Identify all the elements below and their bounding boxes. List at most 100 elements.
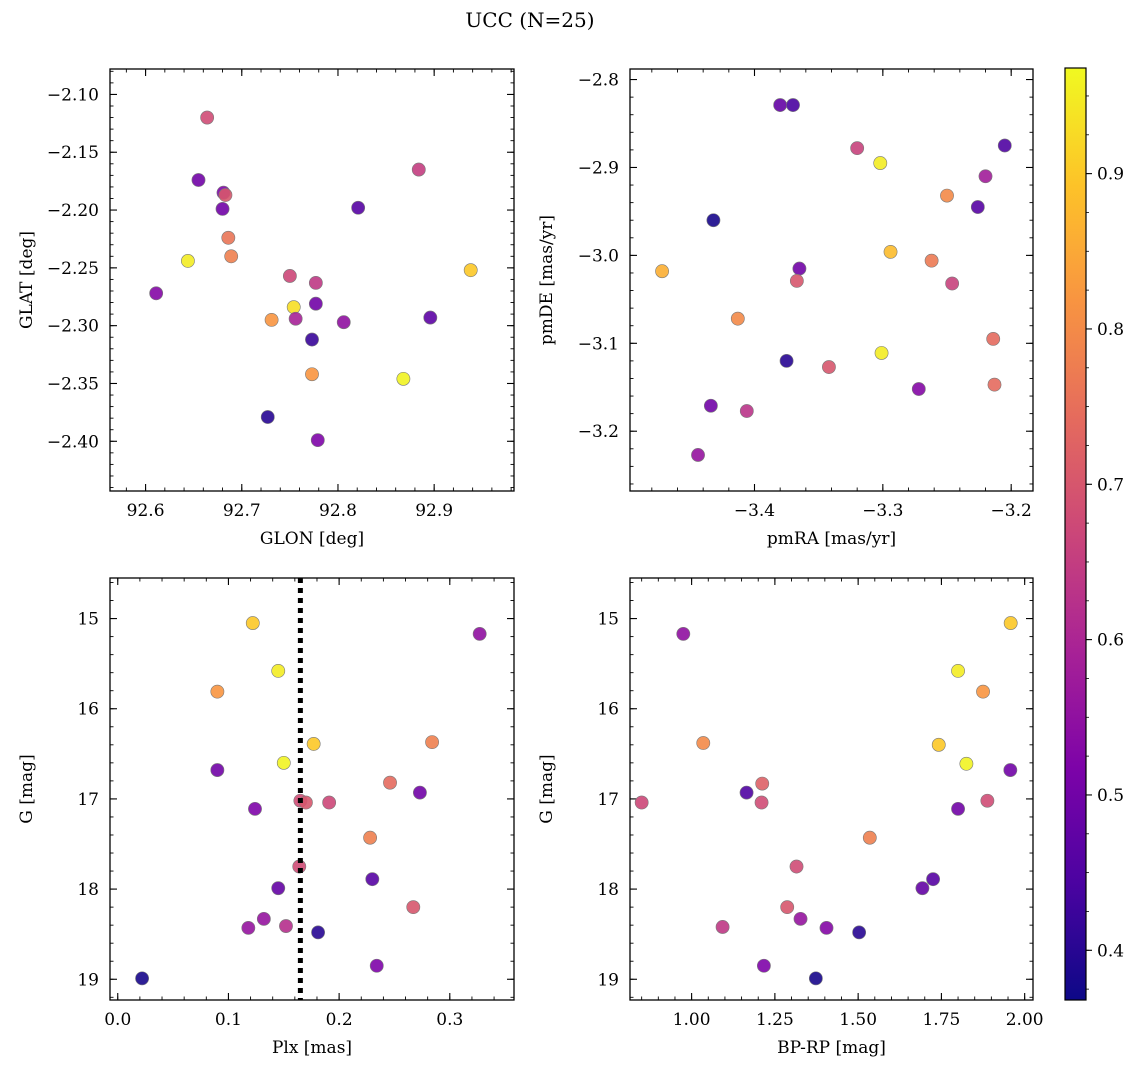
y-tick-label: 17 <box>597 790 619 810</box>
scatter-point <box>883 244 898 259</box>
axes-frame <box>629 68 1034 492</box>
scatter-point <box>363 830 378 845</box>
colorbar-tick-label: 0.8 <box>1097 320 1124 340</box>
scatter-point <box>256 911 271 926</box>
y-tick-label: 19 <box>77 970 99 990</box>
scatter-point <box>215 201 230 216</box>
scatter-point <box>980 793 995 808</box>
y-tick-label: −2.40 <box>47 432 99 452</box>
scatter-point <box>406 900 421 915</box>
scatter-point <box>279 919 293 933</box>
scatter-point <box>951 801 965 816</box>
x-tick-label: 92.9 <box>415 501 453 521</box>
scatter-point <box>808 971 823 986</box>
scatter-point <box>696 736 711 750</box>
scatter-point <box>365 872 380 887</box>
panel-4: 1.00 1.25 1.50 1.75 2.00 15 16 17 18 19 BP-RP [mag… <box>537 577 1044 1058</box>
scatter-point <box>241 920 256 935</box>
y-axis-label: G [mag] <box>17 754 37 823</box>
y-tick-label: −2.9 <box>578 158 619 178</box>
y-tick-label: 19 <box>597 970 619 990</box>
scatter-point <box>181 254 195 268</box>
y-tick-label: −3.0 <box>578 246 619 266</box>
scatter-point <box>976 684 990 699</box>
colorbar: 0.4 0.5 0.6 0.7 0.8 0.9 <box>1064 67 1124 1001</box>
y-tick-label: 15 <box>597 610 619 630</box>
panel-3: 0.0 0.1 0.2 0.3 15 16 17 18 19 Plx [mas] G [mag] <box>17 577 515 1058</box>
axes-frame <box>109 68 515 492</box>
y-tick-label: −2.8 <box>578 71 619 91</box>
x-tick-label: 1.00 <box>673 1010 711 1030</box>
x-tick-label: 0.1 <box>215 1010 242 1030</box>
scatter-point <box>308 275 323 290</box>
scatter-point <box>655 264 669 279</box>
scatter-point <box>862 830 877 845</box>
scatter-point <box>308 296 323 311</box>
scatter-point <box>970 200 985 214</box>
y-axis-label: pmDE [mas/yr] <box>537 215 557 345</box>
scatter-point <box>221 230 236 245</box>
scatter-point <box>789 859 804 874</box>
colorbar-gradient <box>1064 67 1087 1001</box>
y-axis-label: GLAT [deg] <box>17 231 37 329</box>
y-axis-label: G [mag] <box>537 754 557 823</box>
colorbar-tick-label: 0.7 <box>1097 475 1124 495</box>
x-tick-label: 92.7 <box>223 501 261 521</box>
scatter-point <box>739 404 754 418</box>
scatter-point <box>931 737 946 752</box>
scatter-point <box>369 958 384 973</box>
scatter-point <box>852 925 867 940</box>
y-tick-label: 18 <box>597 880 619 900</box>
scatter-point <box>959 756 974 771</box>
x-axis-label: pmRA [mas/yr] <box>767 529 896 549</box>
x-axis-label: GLON [deg] <box>260 529 364 549</box>
x-tick-label: −3.4 <box>734 501 775 521</box>
scatter-point <box>691 448 705 462</box>
scatter-point <box>997 138 1012 153</box>
scatter-point <box>850 141 865 156</box>
scatter-point <box>739 785 754 800</box>
scatter-point <box>210 684 225 699</box>
x-axis-label: BP-RP [mag] <box>777 1038 886 1058</box>
scatter-point <box>288 311 303 326</box>
scatter-point <box>351 200 366 215</box>
scatter-point <box>286 300 301 315</box>
colorbar-tick-label: 0.4 <box>1097 941 1124 961</box>
scatter-point <box>311 925 325 940</box>
scatter-point <box>306 737 321 751</box>
scatter-point <box>786 98 800 112</box>
scatter-point <box>271 663 286 678</box>
scatter-point <box>951 663 965 678</box>
y-tick-label: −3.2 <box>578 422 619 442</box>
scatter-point <box>819 920 834 935</box>
x-tick-label: 1.50 <box>839 1010 877 1030</box>
scatter-point <box>248 801 262 816</box>
scatter-point <box>276 755 291 770</box>
scatter-point <box>755 776 770 791</box>
scatter-point <box>423 310 438 325</box>
scatter-point <box>926 872 940 887</box>
scatter-point <box>135 971 149 986</box>
scatter-point <box>873 156 888 170</box>
y-tick-label: −2.35 <box>47 374 99 394</box>
scatter-point <box>210 763 225 777</box>
scatter-point <box>472 627 487 641</box>
scatter-point <box>310 433 325 448</box>
x-tick-label: 1.75 <box>922 1010 960 1030</box>
scatter-point <box>730 311 745 326</box>
scatter-point <box>1003 763 1018 777</box>
scatter-point <box>383 775 397 790</box>
x-tick-label: 92.8 <box>319 501 357 521</box>
scatter-point <box>780 900 795 915</box>
y-tick-label: −2.20 <box>47 201 99 221</box>
scatter-point <box>986 332 1001 346</box>
colorbar-tick-label: 0.9 <box>1097 165 1124 185</box>
scatter-point <box>940 188 954 203</box>
x-tick-label: −3.2 <box>991 501 1032 521</box>
scatter-point <box>756 958 771 973</box>
scatter-point <box>779 353 794 368</box>
scatter-point <box>822 360 836 374</box>
y-tick-label: −3.1 <box>578 334 619 354</box>
scatter-point <box>200 110 215 125</box>
scatter-point <box>305 332 319 347</box>
